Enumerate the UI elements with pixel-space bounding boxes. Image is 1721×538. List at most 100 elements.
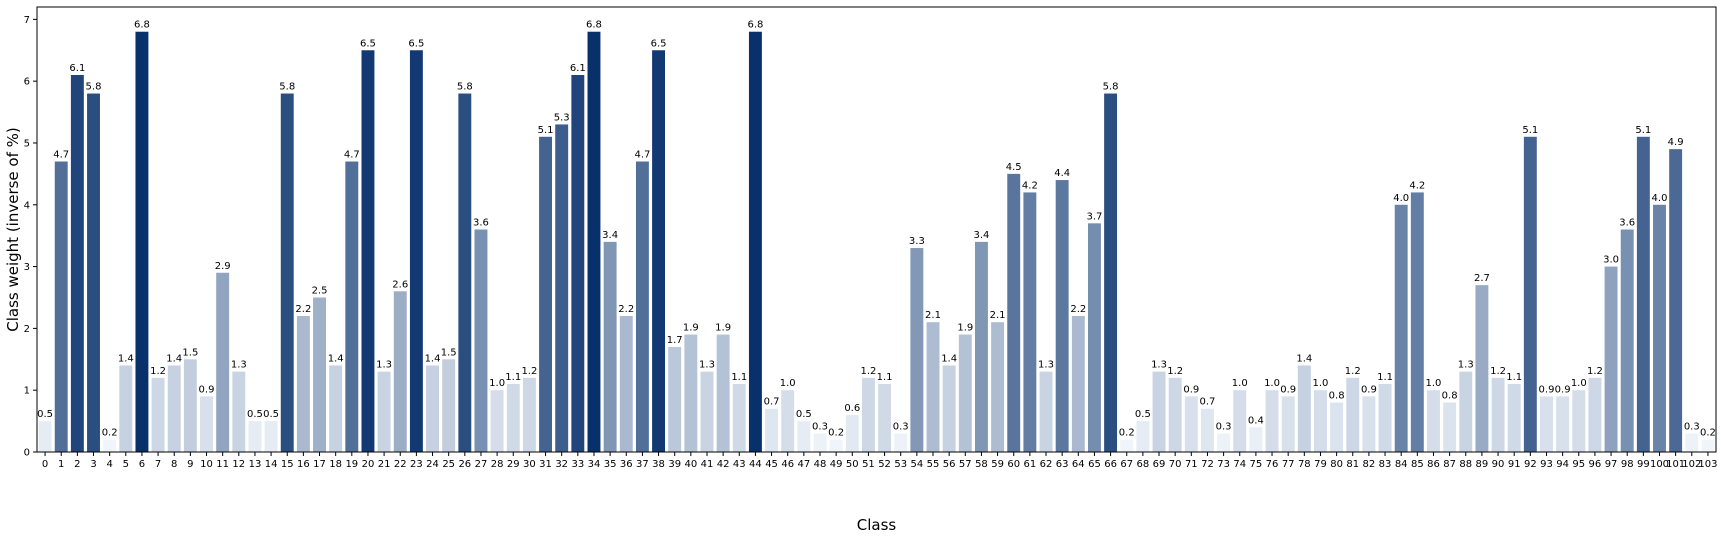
x-tick-label: 21 (378, 459, 391, 470)
bar-class-38 (652, 50, 666, 452)
bar-class-43 (732, 384, 746, 452)
bar-class-66 (1104, 93, 1118, 452)
bar-class-12 (232, 371, 246, 452)
bar-value-label: 1.2 (1587, 366, 1603, 377)
bar-class-54 (910, 248, 924, 452)
x-tick-label: 34 (588, 459, 601, 470)
x-axis-ticks: 0 1 2 3 4 5 6 7 8 9 10 11 12 13 14 15 16 17 18 19 20 21 22 23 24… (42, 452, 1717, 470)
x-tick-label: 86 (1427, 459, 1440, 470)
bar-class-41 (700, 371, 714, 452)
bar-class-27 (474, 229, 488, 452)
bar-class-51 (861, 377, 875, 452)
bar-class-8 (167, 365, 181, 452)
bar-value-label: 0.9 (1539, 384, 1555, 395)
bar-class-6 (135, 31, 149, 452)
bar-class-24 (426, 365, 439, 452)
bar-value-label: 3.3 (909, 236, 925, 247)
bar-value-label: 1.0 (1232, 378, 1248, 389)
bar-value-label: 4.0 (1652, 193, 1668, 204)
bar-class-44 (748, 31, 762, 452)
bar-class-60 (1007, 173, 1021, 453)
bar-value-label: 5.1 (538, 125, 554, 136)
bar-value-label: 1.1 (731, 372, 747, 383)
bar-class-89 (1475, 285, 1489, 453)
bar-class-15 (280, 93, 294, 452)
x-tick-label: 75 (1250, 459, 1263, 470)
x-tick-label: 102 (1682, 459, 1701, 470)
bar-class-14 (264, 421, 278, 452)
x-tick-label: 83 (1379, 459, 1392, 470)
bar-class-75 (1249, 427, 1263, 452)
x-tick-label: 49 (830, 459, 843, 470)
x-tick-label: 45 (765, 459, 778, 470)
bar-class-63 (1055, 180, 1069, 452)
bar-value-label: 0.5 (1135, 409, 1151, 420)
bar-value-label: 2.7 (1474, 273, 1490, 284)
bar-value-label: 1.1 (1506, 372, 1522, 383)
bar-value-label: 0.9 (199, 384, 215, 395)
x-tick-label: 17 (313, 459, 326, 470)
x-tick-label: 48 (814, 459, 827, 470)
bar-value-label: 3.4 (973, 230, 989, 241)
bar-class-83 (1378, 384, 1392, 452)
bar-class-71 (1184, 396, 1198, 453)
x-tick-label: 28 (491, 459, 504, 470)
x-tick-label: 74 (1233, 459, 1246, 470)
x-tick-label: 2 (74, 459, 80, 470)
bar-value-label: 2.9 (215, 261, 231, 272)
bar-value-label: 1.9 (715, 323, 731, 334)
bar-class-64 (1071, 316, 1085, 452)
x-tick-label: 82 (1363, 459, 1376, 470)
bar-class-68 (1136, 421, 1150, 452)
bar-value-label: 0.3 (1684, 421, 1700, 432)
x-tick-label: 23 (410, 459, 423, 470)
bar-value-label: 1.3 (376, 360, 392, 371)
bar-value-label: 1.0 (1571, 378, 1587, 389)
bar-class-35 (603, 241, 617, 452)
x-tick-label: 90 (1492, 459, 1505, 470)
bar-class-31 (539, 136, 553, 453)
bar-value-label: 1.2 (1490, 366, 1506, 377)
x-tick-label: 22 (394, 459, 407, 470)
bar-value-label: 1.3 (699, 360, 715, 371)
x-tick-label: 80 (1330, 459, 1343, 470)
bar-class-23 (409, 50, 423, 452)
x-tick-label: 84 (1395, 459, 1408, 470)
bar-class-19 (345, 161, 359, 452)
bar-value-label: 0.5 (796, 409, 812, 420)
bar-class-5 (119, 365, 133, 452)
bar-class-56 (942, 365, 956, 452)
bar-value-label: 0.9 (1280, 384, 1296, 395)
bar-class-22 (393, 291, 407, 452)
bar-value-label: 5.8 (1103, 82, 1119, 93)
bar-value-label: 0.5 (247, 409, 263, 420)
bar-class-18 (329, 365, 343, 452)
bar-class-93 (1540, 396, 1553, 453)
bar-class-28 (490, 390, 504, 452)
bar-value-label: 6.5 (360, 38, 376, 49)
bar-class-33 (571, 74, 585, 453)
bar-class-47 (797, 421, 811, 452)
x-tick-label: 25 (442, 459, 455, 470)
x-tick-label: 73 (1217, 459, 1230, 470)
bar-value-label: 0.7 (1200, 397, 1216, 408)
bar-class-57 (958, 334, 972, 452)
bar-class-88 (1459, 371, 1473, 452)
bar-value-label: 1.3 (231, 360, 247, 371)
bar-value-label: 1.4 (1296, 353, 1312, 364)
x-tick-label: 43 (733, 459, 746, 470)
x-tick-label: 39 (668, 459, 681, 470)
bar-class-49 (829, 439, 843, 452)
x-tick-label: 19 (345, 459, 358, 470)
bar-class-58 (974, 241, 988, 452)
bar-value-label: 1.2 (1345, 366, 1361, 377)
bar-class-69 (1152, 371, 1166, 452)
x-tick-label: 7 (155, 459, 161, 470)
bar-value-label: 5.3 (554, 112, 570, 123)
x-tick-label: 31 (539, 459, 552, 470)
bar-value-label: 1.2 (150, 366, 166, 377)
bar-class-25 (442, 359, 456, 452)
x-tick-label: 14 (265, 459, 278, 470)
bar-value-label: 1.1 (1377, 372, 1393, 383)
